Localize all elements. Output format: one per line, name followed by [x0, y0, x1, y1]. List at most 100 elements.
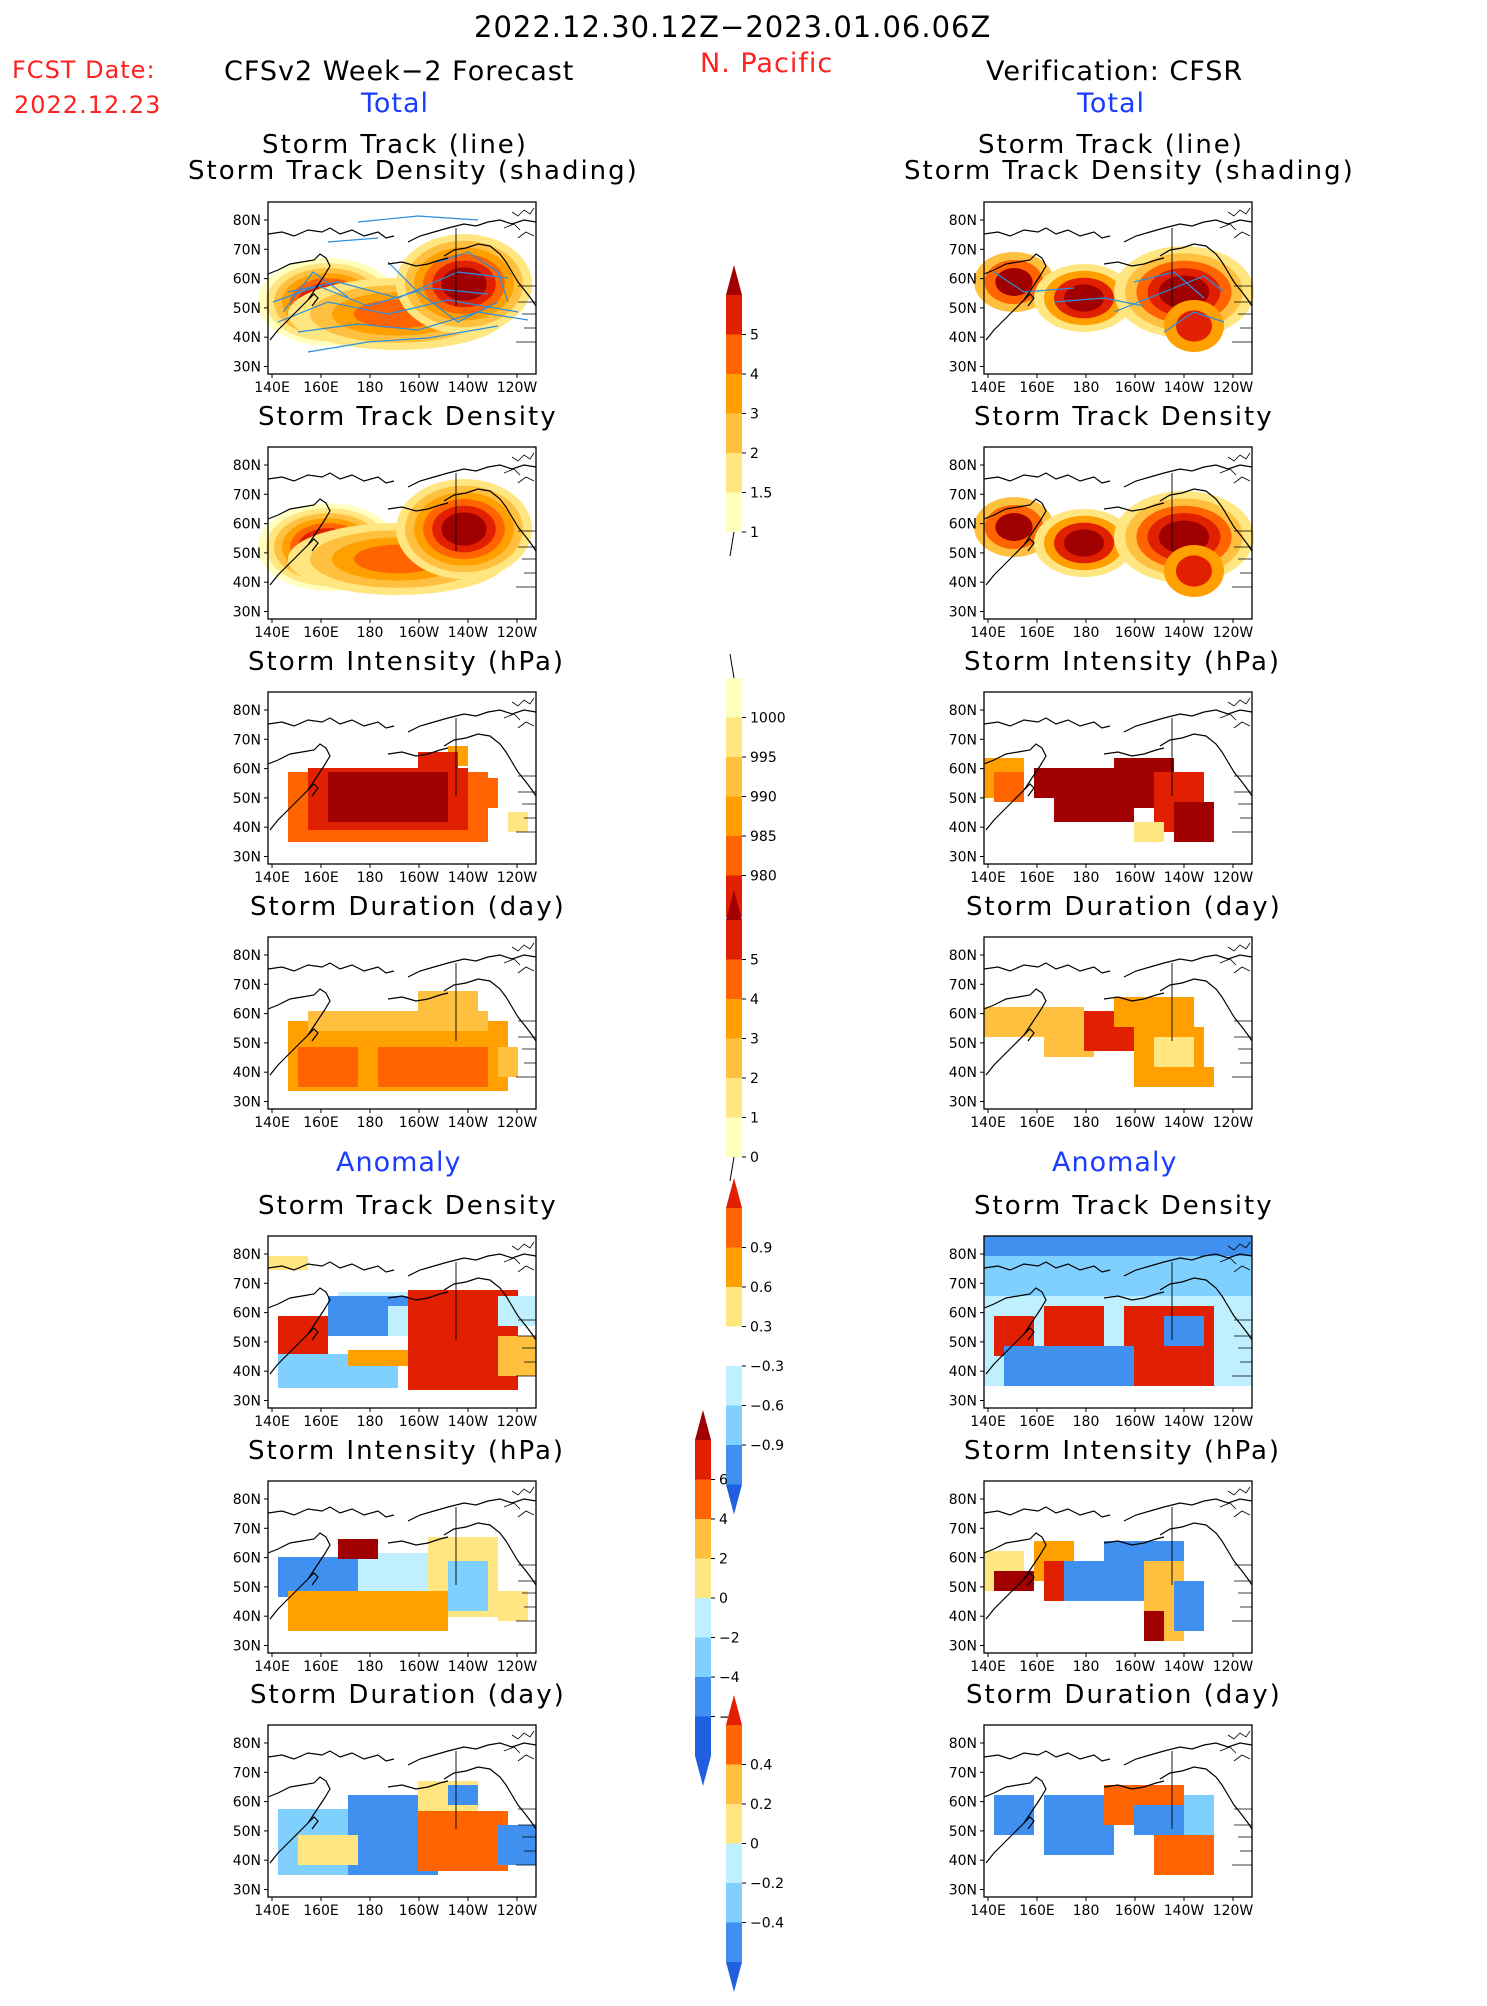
- shading-cell: [1176, 310, 1212, 342]
- lon-tick-label: 120W: [497, 1903, 538, 1919]
- map-frame: [267, 936, 537, 1110]
- storm-track-line: [297, 311, 529, 333]
- panel-track-line-right-map: 80N 70N 60N 50N 40N 30N 140E 160E 180 160W 140W 120…: [949, 201, 1254, 396]
- lon-tick-label: 160W: [399, 1115, 440, 1131]
- lon-tick-label: 120W: [1213, 1903, 1254, 1919]
- colorbar-density: 5 4 3 2 1.5 1: [726, 265, 806, 576]
- region-title: N. Pacific: [700, 48, 834, 79]
- panel-intensity-anom-right: 80N 70N 60N 50N 40N 30N 140E 160E 180 160W 140W 120…: [949, 1480, 1253, 1675]
- lon-tick-label: 140E: [254, 1414, 290, 1430]
- shading-cell: [984, 1256, 1252, 1296]
- shading-cell: [1184, 1795, 1214, 1835]
- colorbar-swatch: [726, 836, 742, 876]
- coastline: [267, 1241, 537, 1377]
- lon-tick-label: 160W: [399, 625, 440, 641]
- shading-cell: [1114, 997, 1194, 1027]
- lat-tick-label: 70N: [233, 1276, 261, 1292]
- colorbar-swatch: [726, 1078, 742, 1118]
- panel-intensity-right: 80N 70N 60N 50N 40N 30N 140E 160E 180 160W 140W 120…: [949, 691, 1253, 886]
- colorbar-arrow: [726, 890, 742, 920]
- shading-cell: [498, 1047, 518, 1077]
- colorbar-label: 0.6: [750, 1280, 772, 1296]
- colorbar-density-anom: 0.9 0.6 0.3 −0.3 −0.6 −0.9: [726, 1178, 806, 1529]
- colorbar-label: 1: [750, 525, 759, 541]
- map-frame: [983, 936, 1253, 1110]
- lat-tick-label: 70N: [233, 1521, 261, 1537]
- panel-title-density-anom-left: Storm Track Density: [258, 1191, 558, 1221]
- lon-tick-label: 180: [1073, 625, 1100, 641]
- colorbar-swatch: [695, 1598, 711, 1638]
- panel-title-duration-left: Storm Duration (day): [250, 892, 566, 922]
- lat-tick-label: 30N: [949, 1394, 977, 1410]
- lat-tick-label: 70N: [233, 487, 261, 503]
- shading-cell: [1174, 802, 1214, 842]
- lat-tick-label: 80N: [233, 1736, 261, 1752]
- shading-cell: [995, 268, 1033, 296]
- colorbar-label: 1000: [750, 711, 786, 727]
- lat-tick-label: 30N: [233, 605, 261, 621]
- lon-tick-label: 120W: [497, 870, 538, 886]
- coastline: [267, 207, 537, 343]
- colorbar-label: 985: [750, 829, 777, 845]
- shading-cell: [418, 752, 458, 772]
- colorbar-label: 2: [750, 446, 759, 462]
- colorbar-label: 0.2: [750, 1797, 772, 1813]
- lat-tick-label: 40N: [949, 1853, 977, 1869]
- panel-intensity-left-map: 80N 70N 60N 50N 40N 30N 140E 160E 180 160W 140W 120…: [233, 691, 537, 886]
- shading-cell: [498, 1336, 536, 1376]
- colorbar-label: 4: [750, 367, 759, 383]
- storm-track-line: [1133, 271, 1205, 299]
- lon-tick-label: 140W: [1164, 380, 1205, 396]
- map-frame: [267, 1480, 537, 1654]
- lat-tick-label: 70N: [233, 242, 261, 258]
- lon-tick-label: 140W: [448, 1903, 489, 1919]
- colorbar-label: 990: [750, 790, 777, 806]
- colorbar-label: 1.5: [750, 486, 772, 502]
- map-frame: [983, 446, 1253, 620]
- lat-tick-label: 50N: [233, 1335, 261, 1351]
- coastline: [267, 1486, 537, 1622]
- lon-tick-label: 160E: [1019, 1115, 1055, 1131]
- panel-intensity-anom-left-map: 80N 70N 60N 50N 40N 30N 140E 160E 180 160W 140W 120…: [233, 1480, 537, 1675]
- panel-intensity-right-map: 80N 70N 60N 50N 40N 30N 140E 160E 180 160W 140W 120…: [949, 691, 1253, 886]
- colorbar-swatch: [726, 1764, 742, 1804]
- storm-track-line: [307, 325, 499, 353]
- lat-tick-label: 60N: [949, 272, 977, 288]
- storm-track-line: [327, 215, 479, 243]
- colorbar-swatch: [726, 295, 742, 335]
- lon-tick-label: 120W: [497, 1115, 538, 1131]
- colorbar-label: 0.3: [750, 1320, 772, 1336]
- lat-tick-label: 70N: [233, 732, 261, 748]
- lat-tick-label: 80N: [233, 458, 261, 474]
- lat-tick-label: 40N: [233, 820, 261, 836]
- shading-cell: [498, 1296, 536, 1326]
- lon-tick-label: 160E: [1019, 870, 1055, 886]
- shading-cell: [1174, 1581, 1204, 1631]
- coastline: [983, 1730, 1253, 1866]
- colorbar-swatch: [695, 1440, 711, 1480]
- map-frame: [983, 1480, 1253, 1654]
- lat-tick-label: 60N: [949, 1007, 977, 1023]
- lon-tick-label: 120W: [497, 380, 538, 396]
- lon-tick-label: 140E: [254, 1115, 290, 1131]
- shading-cell: [1064, 529, 1104, 557]
- lon-tick-label: 160E: [303, 1414, 339, 1430]
- map-frame: [267, 691, 537, 865]
- shading-cell: [378, 1047, 488, 1087]
- lon-tick-label: 160W: [399, 380, 440, 396]
- lon-tick-label: 160E: [1019, 1903, 1055, 1919]
- lat-tick-label: 30N: [949, 1639, 977, 1655]
- lon-tick-label: 140E: [970, 1659, 1006, 1675]
- lat-tick-label: 50N: [233, 1580, 261, 1596]
- panel-title-density-right: Storm Track Density: [974, 402, 1274, 432]
- panel-duration-anom-left: 80N 70N 60N 50N 40N 30N 140E 160E 180 160W 140W 120…: [233, 1724, 537, 1919]
- panel-density-left-map: 80N 70N 60N 50N 40N 30N 140E 160E 180 160W 140W 120…: [233, 446, 537, 641]
- colorbar-swatch: [726, 959, 742, 999]
- shading-cell: [418, 1811, 508, 1871]
- shading-cell: [508, 812, 528, 832]
- fcst-date-value: 2022.12.23: [14, 91, 162, 119]
- lon-tick-label: 140E: [970, 1115, 1006, 1131]
- shading-cell: [448, 1785, 478, 1805]
- panel-title-density-left: Storm Track Density: [258, 402, 558, 432]
